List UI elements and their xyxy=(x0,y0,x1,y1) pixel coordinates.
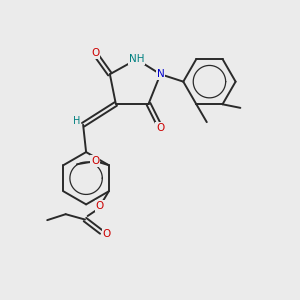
Text: N: N xyxy=(157,69,164,79)
Text: NH: NH xyxy=(129,54,144,64)
Text: O: O xyxy=(91,48,99,59)
Text: O: O xyxy=(103,229,111,238)
Text: O: O xyxy=(156,123,164,133)
Text: H: H xyxy=(73,116,80,126)
Text: O: O xyxy=(96,201,104,211)
Text: O: O xyxy=(91,156,100,166)
